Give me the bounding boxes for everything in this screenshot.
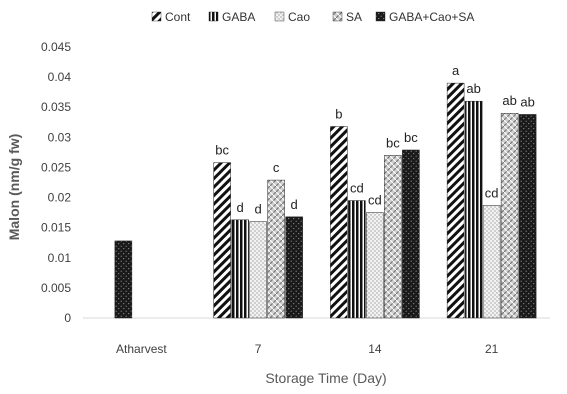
x-tick-label: 14: [368, 342, 382, 356]
legend-swatch: [375, 11, 386, 22]
bar-gaba: [464, 100, 483, 319]
bar-gaba-cao-sa: [285, 216, 303, 319]
legend-label: GABA: [222, 10, 255, 24]
significance-label: cd: [350, 181, 364, 196]
legend-label: SA: [346, 10, 362, 24]
significance-label: ab: [466, 81, 480, 96]
bar-gaba: [231, 219, 249, 319]
bar-gaba: [348, 200, 366, 319]
y-tick-label: 0.035: [41, 100, 71, 114]
y-axis-ticks: 0 0.005 0.01 0.015 0.02 0.025 0.03 0.035 0.04 0.0…: [41, 40, 71, 325]
legend-swatch: [274, 11, 285, 22]
bars: [114, 82, 537, 319]
bar-cont: [446, 82, 465, 319]
bar-cao: [482, 205, 501, 319]
significance-label: a: [452, 63, 460, 78]
bar-cao: [366, 212, 384, 319]
legend-swatch: [151, 11, 162, 22]
legend-swatch: [208, 11, 219, 22]
y-axis-title: Malon (nm/g fw): [6, 134, 22, 241]
bar-gaba-cao-sa: [402, 149, 420, 319]
x-tick-label: 21: [485, 342, 499, 356]
significance-label: b: [335, 106, 342, 121]
x-tick-label: 7: [255, 342, 262, 356]
bar-cont: [213, 162, 231, 319]
y-tick-label: 0.005: [41, 281, 71, 295]
legend: Cont GABA Cao SA GABA+Cao+SA: [151, 10, 474, 24]
bar-gaba-cao-sa: [518, 114, 537, 319]
y-tick-label: 0.04: [48, 70, 72, 84]
x-axis-title: Storage Time (Day): [265, 370, 386, 386]
y-tick-label: 0.025: [41, 160, 71, 174]
significance-label: d: [255, 202, 262, 217]
y-tick-label: 0: [64, 311, 71, 325]
significance-label: d: [237, 200, 244, 215]
bar-cao: [249, 221, 267, 319]
significance-label: c: [273, 160, 280, 175]
significance-label: bc: [404, 130, 418, 145]
legend-label: Cont: [165, 10, 191, 24]
x-tick-label: Atharvest: [116, 342, 167, 356]
bar-cont: [330, 126, 348, 319]
significance-label: ab: [502, 93, 516, 108]
y-tick-label: 0.045: [41, 40, 71, 54]
legend-label: Cao: [288, 10, 310, 24]
y-tick-label: 0.015: [41, 221, 71, 235]
significance-label: bc: [215, 143, 229, 158]
legend-label: GABA+Cao+SA: [389, 10, 474, 24]
y-tick-label: 0.02: [48, 191, 72, 205]
significance-label: cd: [485, 185, 499, 200]
significance-label: d: [291, 197, 298, 212]
bar-sa: [384, 155, 402, 319]
significance-label: ab: [520, 94, 534, 109]
significance-label: cd: [368, 193, 382, 208]
bar-gaba-cao-sa: [114, 240, 133, 319]
significance-label: bc: [386, 135, 400, 150]
legend-swatch: [332, 11, 343, 22]
y-tick-label: 0.01: [48, 251, 72, 265]
x-axis-ticks: Atharvest 7 14 21: [116, 342, 499, 356]
bar-sa: [267, 179, 285, 319]
bar-sa: [500, 112, 519, 319]
y-tick-label: 0.03: [48, 130, 72, 144]
